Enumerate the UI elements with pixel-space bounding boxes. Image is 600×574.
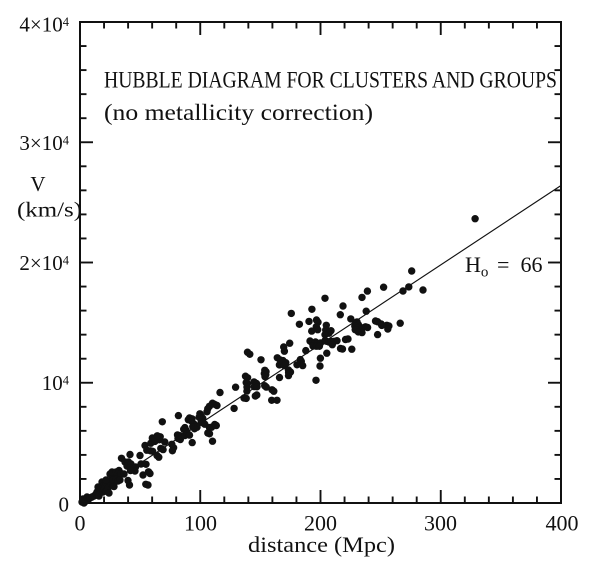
svg-text:4×104: 4×104 xyxy=(19,13,69,37)
svg-text:2×104: 2×104 xyxy=(19,251,69,275)
svg-text:300: 300 xyxy=(424,511,457,536)
svg-text:100: 100 xyxy=(184,511,217,536)
svg-text:(no metallicity correction): (no metallicity correction) xyxy=(104,100,373,125)
svg-text:V: V xyxy=(30,172,45,196)
svg-text:Ho=66: Ho = 66 xyxy=(465,252,543,281)
svg-text:200: 200 xyxy=(304,511,337,536)
svg-text:0: 0 xyxy=(59,493,70,517)
svg-text:0: 0 xyxy=(75,511,86,536)
svg-text:HUBBLE DIAGRAM FOR CLUSTERS AN: HUBBLE DIAGRAM FOR CLUSTERS AND GROUPS xyxy=(104,68,557,93)
svg-text:(km/s): (km/s) xyxy=(17,198,82,222)
svg-text:400: 400 xyxy=(546,511,579,536)
svg-text:3×104: 3×104 xyxy=(19,131,69,155)
svg-text:distance (Mpc): distance (Mpc) xyxy=(248,532,395,557)
